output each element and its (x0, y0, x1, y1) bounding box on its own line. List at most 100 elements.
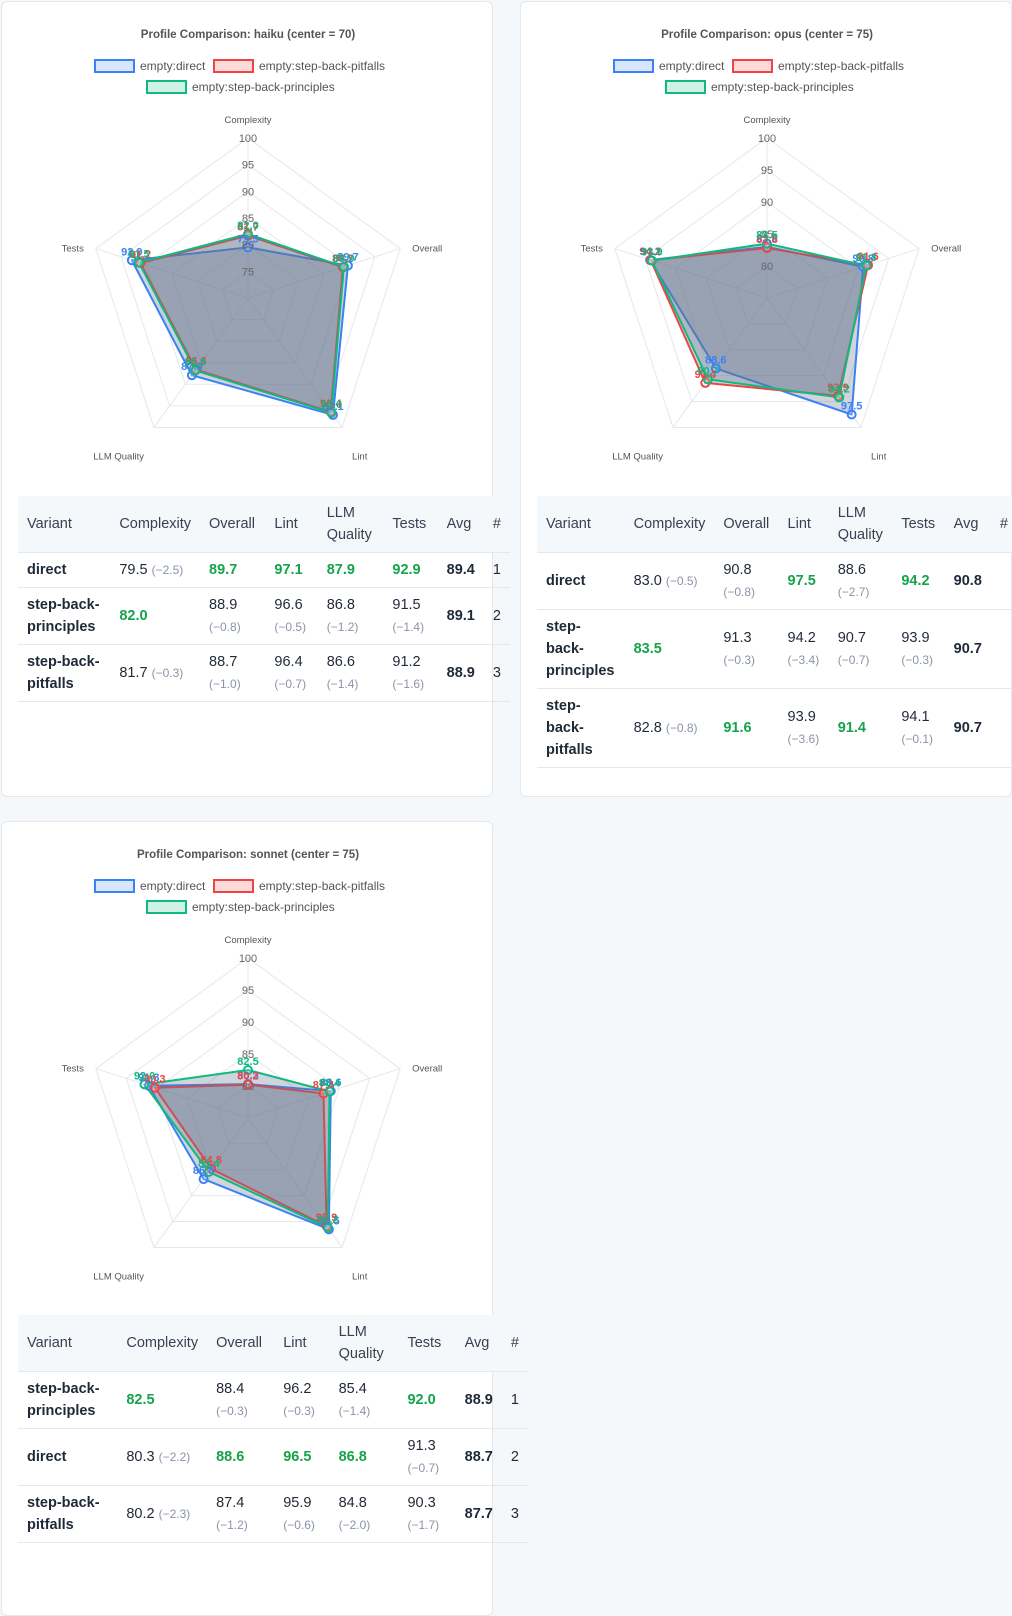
column-header[interactable]: Overall (207, 1315, 275, 1372)
column-header[interactable]: Variant (18, 496, 111, 553)
value-label: 88.6 (705, 354, 726, 366)
axis-label: Overall (412, 1064, 442, 1075)
value-label: 91.4 (695, 369, 717, 381)
value-label: 80.3 (237, 1070, 258, 1082)
data-point[interactable] (322, 1222, 333, 1233)
column-header[interactable]: Complexity (110, 496, 201, 553)
value-label: 91.3 (856, 252, 877, 264)
data-point[interactable] (133, 257, 144, 268)
data-point[interactable] (646, 255, 657, 266)
rank-cell (990, 552, 1012, 610)
legend-item[interactable]: empty:step-back-principles (192, 900, 335, 914)
score-cell: 91.5 (−1.4) (383, 587, 438, 645)
column-header[interactable]: # (501, 1315, 528, 1372)
tick-label: 95 (242, 160, 254, 172)
axis-label: Complexity (225, 935, 272, 946)
data-point[interactable] (834, 392, 845, 403)
legend-item[interactable]: empty:direct (659, 59, 725, 73)
score-cell: 82.5 (117, 1371, 208, 1429)
tick-label: 95 (761, 165, 773, 177)
column-header[interactable]: Complexity (117, 1315, 208, 1372)
column-header[interactable]: # (990, 496, 1012, 553)
legend-swatch (94, 879, 135, 893)
score-cell: 90.3 (−1.7) (398, 1485, 456, 1543)
data-point[interactable] (139, 1079, 150, 1090)
grid-ring (145, 190, 351, 385)
grid-ring (705, 233, 829, 351)
data-point[interactable] (190, 365, 201, 376)
legend-item[interactable]: empty:step-back-pitfalls (778, 59, 904, 73)
column-header[interactable]: Overall (714, 496, 779, 553)
legend-item[interactable]: empty:step-back-pitfalls (259, 59, 385, 73)
delta-value: (−2.3) (158, 1507, 191, 1521)
score-cell: 96.4 (−0.7) (265, 644, 318, 702)
column-header[interactable]: LLM Quality (317, 496, 384, 553)
data-point[interactable] (243, 229, 253, 239)
data-point[interactable] (324, 1086, 335, 1097)
column-header[interactable]: Complexity (624, 496, 715, 553)
avg-cell: 88.9 (437, 644, 484, 702)
score-cell: 97.5 (778, 552, 829, 610)
legend-item[interactable]: empty:direct (140, 59, 206, 73)
column-header[interactable]: LLM Quality (828, 496, 893, 553)
score-cell: 88.9 (−0.8) (200, 587, 266, 645)
legend-item[interactable]: empty:step-back-pitfalls (259, 879, 385, 893)
delta-value: (−2.7) (837, 585, 870, 599)
radar-chart: Profile Comparison: sonnet (center = 75)… (62, 849, 443, 1282)
column-header[interactable]: Variant (537, 496, 625, 553)
data-point[interactable] (861, 260, 872, 271)
column-header[interactable]: Lint (778, 496, 829, 553)
column-header[interactable]: LLM Quality (329, 1315, 399, 1372)
data-point[interactable] (198, 1174, 209, 1185)
value-label: 90.8 (852, 253, 873, 265)
data-point[interactable] (846, 409, 857, 420)
score-cell: 82.0 (110, 587, 201, 645)
score-cell: 81.7 (−0.3) (110, 644, 201, 702)
column-header[interactable]: Tests (398, 1315, 456, 1372)
delta-value: (−1.4) (326, 677, 359, 691)
data-point[interactable] (149, 1082, 160, 1093)
legend-item[interactable]: empty:direct (140, 879, 206, 893)
axis-label: LLM Quality (93, 1271, 144, 1282)
delta-value: (−2.5) (151, 563, 184, 577)
axis-label: Complexity (744, 115, 791, 126)
data-point[interactable] (762, 238, 772, 249)
column-header[interactable]: Avg (455, 1315, 502, 1372)
axis-label: Tests (62, 244, 84, 255)
data-point[interactable] (243, 1079, 253, 1090)
column-header[interactable]: Lint (265, 496, 318, 553)
score-cell: 83.5 (624, 609, 715, 689)
column-header[interactable]: Lint (274, 1315, 330, 1372)
score-cell: 96.2 (−0.3) (274, 1371, 330, 1429)
value-label: 93.9 (827, 382, 848, 394)
data-point[interactable] (203, 1166, 214, 1177)
column-header[interactable]: Tests (383, 496, 438, 553)
delta-value: (−1.2) (216, 1518, 248, 1532)
score-cell: 92.9 (383, 552, 438, 588)
legend-item[interactable]: empty:step-back-principles (192, 80, 335, 94)
column-header[interactable]: Variant (18, 1315, 118, 1372)
value-label: 91.3 (138, 1072, 159, 1084)
column-header[interactable]: # (483, 496, 510, 553)
column-header[interactable]: Avg (944, 496, 991, 553)
score-cell: 88.6 (207, 1428, 275, 1486)
delta-value: (−0.3) (216, 1404, 248, 1418)
legend-item[interactable]: empty:step-back-principles (711, 80, 854, 94)
axis-label: Tests (62, 1064, 84, 1075)
data-point[interactable] (338, 261, 349, 272)
variant-cell: step-back-principles (537, 609, 625, 689)
table-row: direct 79.5 (−2.5) 89.7 97.1 87.9 92.9 89.4 1 (18, 552, 510, 588)
column-header[interactable]: Overall (200, 496, 266, 553)
data-point[interactable] (243, 242, 253, 253)
avg-cell: 90.7 (944, 609, 991, 689)
comparison-table: Variant Complexity Overall Lint LLM Quality T… (18, 496, 510, 702)
data-point[interactable] (710, 363, 721, 374)
data-point[interactable] (326, 407, 337, 418)
grid-ring (675, 201, 859, 377)
column-header[interactable]: Tests (892, 496, 945, 553)
column-header[interactable]: Avg (437, 496, 484, 553)
data-point[interactable] (702, 374, 713, 385)
data-point[interactable] (243, 1065, 253, 1075)
value-label: 87.9 (181, 361, 202, 373)
delta-value: (−0.3) (283, 1404, 315, 1418)
